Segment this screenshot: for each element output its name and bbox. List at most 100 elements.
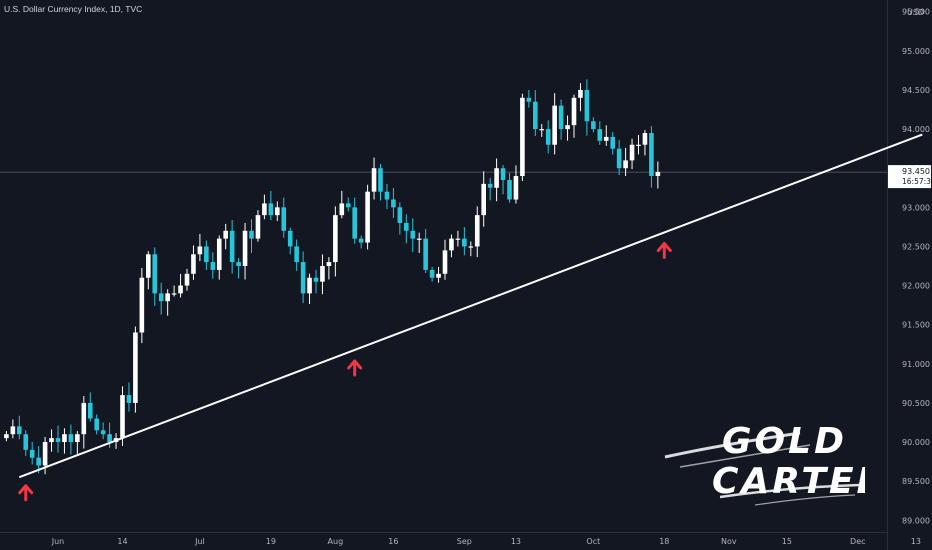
- candle-body: [384, 191, 390, 200]
- candle-body: [404, 222, 409, 231]
- candle: [23, 430, 29, 456]
- x-tick-label: 13: [511, 537, 521, 546]
- candle-body: [378, 168, 383, 192]
- candle-body: [171, 293, 177, 295]
- x-tick-label: 13: [911, 537, 921, 546]
- candle-body: [429, 269, 435, 278]
- candle: [313, 269, 319, 294]
- candle-body: [474, 215, 480, 247]
- candle: [449, 234, 454, 258]
- candle: [326, 257, 332, 280]
- candle-body: [81, 402, 87, 435]
- candle-body: [558, 105, 564, 130]
- candle-body: [216, 238, 222, 270]
- chart-title: U.S. Dollar Currency Index, 1D, TVC: [4, 4, 143, 14]
- candle-body: [571, 97, 577, 126]
- support-trendline: [18, 133, 923, 479]
- last-price-box: [888, 165, 931, 189]
- candle: [171, 285, 177, 297]
- candle-body: [178, 285, 183, 294]
- candle: [345, 197, 351, 212]
- candle: [152, 247, 158, 306]
- candle: [526, 89, 532, 108]
- candle-body: [262, 203, 267, 216]
- candle-body: [68, 434, 74, 443]
- support-arrow-icon: [18, 484, 34, 502]
- candle: [236, 258, 241, 279]
- y-tick-label: 89.000: [902, 516, 930, 525]
- candle-body: [481, 183, 486, 216]
- candle: [10, 419, 16, 439]
- candle-body: [629, 144, 635, 161]
- candle-body: [184, 273, 190, 286]
- candle: [333, 206, 338, 277]
- candle: [500, 165, 506, 195]
- candle: [558, 99, 564, 140]
- y-tick-label: 94.000: [902, 125, 930, 134]
- candle-body: [36, 457, 41, 466]
- candle-body: [371, 168, 377, 192]
- candle: [533, 90, 538, 136]
- candle-body: [223, 230, 228, 239]
- candle: [120, 386, 125, 446]
- candle-body: [649, 133, 654, 177]
- candle: [81, 396, 87, 449]
- candle-body: [313, 277, 319, 282]
- candle-body: [49, 438, 54, 443]
- candle-body: [255, 215, 261, 239]
- candle: [126, 382, 132, 412]
- candle-body: [436, 273, 441, 278]
- candle-body: [468, 246, 474, 248]
- candle: [216, 235, 222, 280]
- candle-body: [197, 246, 203, 255]
- x-tick-label: Dec: [850, 537, 865, 546]
- y-tick-label: 92.500: [902, 242, 930, 251]
- candle-body: [42, 442, 48, 466]
- candle-body: [365, 191, 370, 243]
- candle: [649, 126, 654, 188]
- x-tick-label: 16: [388, 537, 398, 546]
- candle: [565, 115, 570, 141]
- candle-body: [352, 207, 357, 239]
- candle-body: [391, 199, 396, 208]
- candle: [468, 241, 474, 257]
- candle: [242, 222, 248, 280]
- candle: [87, 392, 93, 422]
- candle: [294, 239, 299, 271]
- candle: [481, 171, 486, 227]
- candle: [474, 206, 480, 258]
- candle: [571, 94, 577, 138]
- candle: [462, 227, 467, 256]
- candle-body: [565, 125, 570, 130]
- candle: [365, 184, 370, 250]
- candle: [249, 219, 254, 254]
- candle: [610, 131, 615, 155]
- candle-body: [642, 133, 648, 145]
- candle-body: [191, 254, 196, 274]
- candle: [281, 197, 287, 238]
- candle-body: [268, 203, 274, 216]
- candle: [210, 252, 216, 279]
- candle-body: [210, 262, 216, 270]
- x-tick-label: Nov: [721, 537, 737, 546]
- candle: [62, 428, 67, 454]
- candle: [397, 202, 403, 235]
- candle-body: [591, 121, 596, 130]
- candle: [494, 158, 499, 202]
- candle-body: [62, 434, 67, 443]
- x-tick-label: 15: [782, 537, 792, 546]
- candle-body: [152, 254, 158, 294]
- logo-line2: CARTEL: [712, 461, 865, 502]
- candle-body: [623, 160, 628, 169]
- candle: [404, 214, 409, 244]
- candle: [320, 254, 325, 295]
- gold-cartel-logo: GOLD CARTEL: [664, 421, 865, 506]
- candle: [384, 183, 390, 210]
- x-tick-label: 19: [266, 537, 276, 546]
- candle: [416, 232, 422, 254]
- x-tick-label: Oct: [586, 537, 600, 546]
- candle-body: [655, 172, 661, 177]
- x-tick-label: Sep: [457, 537, 472, 546]
- y-tick-label: 95.500: [902, 8, 930, 17]
